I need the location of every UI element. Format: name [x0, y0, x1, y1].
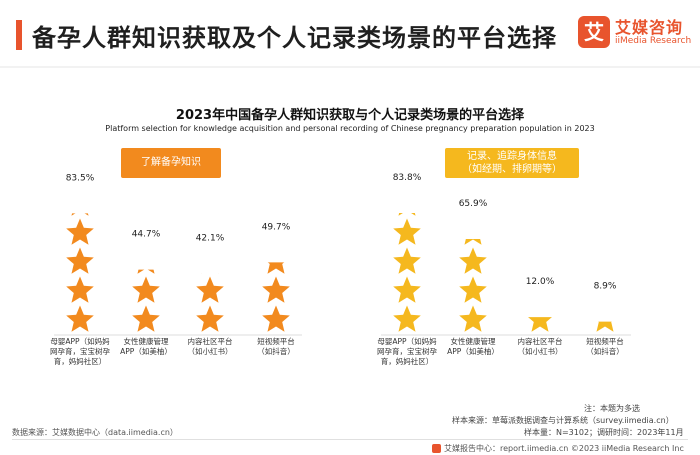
star-mark-partial [398, 212, 416, 216]
tick-label: 母婴APP（如妈妈 [50, 336, 110, 346]
panel-label-recording: 记录、追踪身体信息 （如经期、排卵期等） [445, 148, 579, 178]
star-mark-partial [464, 238, 482, 245]
star-mark-partial [137, 269, 155, 274]
sample-source: 样本来源：草莓派数据调查与计算系统（survey.iimedia.cn） [452, 416, 674, 425]
panel-label-knowledge: 了解备孕知识 [121, 148, 221, 178]
tick-label: （如小红书） [188, 346, 233, 356]
bar-1-0 [393, 212, 421, 332]
bar-1-2 [528, 317, 552, 332]
tick-label: （如小红书） [518, 346, 563, 356]
tick-label: APP（如美柚） [120, 346, 172, 356]
star-mark [196, 276, 224, 303]
star-mark [132, 276, 160, 303]
tick-label: （如抖音） [586, 346, 624, 356]
logo-mark-icon: 艾 [578, 16, 610, 48]
panel-label-recording-line-2: （如经期、排卵期等） [462, 164, 562, 175]
logo-subtitle: iiMedia Research [615, 36, 692, 46]
data-label: 44.7% [132, 230, 161, 240]
data-label: 49.7% [262, 222, 291, 232]
star-mark [66, 218, 94, 245]
data-label: 12.0% [526, 277, 555, 287]
tick-label: 短视频平台 [257, 336, 295, 346]
chart-title: 2023年中国备孕人群知识获取与个人记录类场景的平台选择 [175, 108, 525, 123]
star-mark-partial [528, 317, 552, 332]
star-mark [393, 305, 421, 332]
brand-logo: 艾 艾媒咨询 iiMedia Research [578, 14, 692, 54]
bar-1-1 [459, 238, 487, 332]
star-mark [262, 276, 290, 303]
star-mark [459, 247, 487, 274]
star-mark [393, 218, 421, 245]
bar-1-3 [596, 321, 614, 332]
star-mark [196, 305, 224, 332]
data-label: 8.9% [594, 282, 617, 292]
footer-report-line: 艾媒报告中心：report.iimedia.cn ©2023 iiMedia R… [444, 444, 684, 453]
star-mark [262, 305, 290, 332]
star-mark-partial [596, 321, 614, 332]
tick-label: （如抖音） [257, 346, 295, 356]
footer-divider [12, 439, 688, 440]
star-mark [393, 247, 421, 274]
header-accent-bar [16, 20, 22, 50]
star-mark [132, 305, 160, 332]
bar-0-2 [196, 273, 224, 332]
bar-0-0 [66, 213, 94, 332]
footer-logo-icon [432, 444, 441, 453]
panel-label-recording-line-1: 记录、追踪身体信息 [467, 151, 557, 162]
data-label: 65.9% [459, 199, 488, 209]
sample-size: 样本量：N=3102；调研时间：2023年11月 [524, 428, 684, 437]
data-source: 数据来源：艾媒数据中心（data.iimedia.cn） [12, 428, 178, 437]
tick-label: 短视频平台 [586, 336, 624, 346]
data-label: 83.5% [66, 173, 95, 183]
tick-label: 育，妈妈社区） [54, 356, 107, 366]
star-mark-partial [267, 262, 285, 274]
tick-label: 女性健康管理 [124, 336, 169, 346]
tick-label: 内容社区平台 [188, 336, 233, 346]
chart-subtitle: Platform selection for knowledge acquisi… [105, 124, 595, 133]
logo-name: 艾媒咨询 [615, 18, 684, 37]
tick-label: 育，妈妈社区） [381, 356, 434, 366]
tick-label: 网孕育，宝宝树孕 [377, 346, 437, 356]
star-mark-partial [71, 213, 89, 216]
star-mark [459, 276, 487, 303]
tick-label: 母婴APP（如妈妈 [377, 336, 437, 346]
star-mark-partial [201, 273, 219, 274]
header-divider [0, 66, 700, 68]
page-title: 备孕人群知识获取及个人记录类场景的平台选择 [32, 24, 557, 52]
star-mark [66, 276, 94, 303]
star-mark [66, 247, 94, 274]
star-mark [459, 305, 487, 332]
star-mark [393, 276, 421, 303]
data-label: 83.8% [393, 173, 422, 183]
note-multiple-choice: 注：本题为多选 [584, 404, 640, 413]
bar-0-3 [262, 262, 290, 332]
star-mark [66, 305, 94, 332]
tick-label: 内容社区平台 [518, 336, 563, 346]
bar-0-1 [132, 269, 160, 332]
tick-label: APP（如美柚） [447, 346, 499, 356]
tick-label: 网孕育，宝宝树孕 [50, 346, 110, 356]
tick-label: 女性健康管理 [451, 336, 496, 346]
data-label: 42.1% [196, 233, 225, 243]
